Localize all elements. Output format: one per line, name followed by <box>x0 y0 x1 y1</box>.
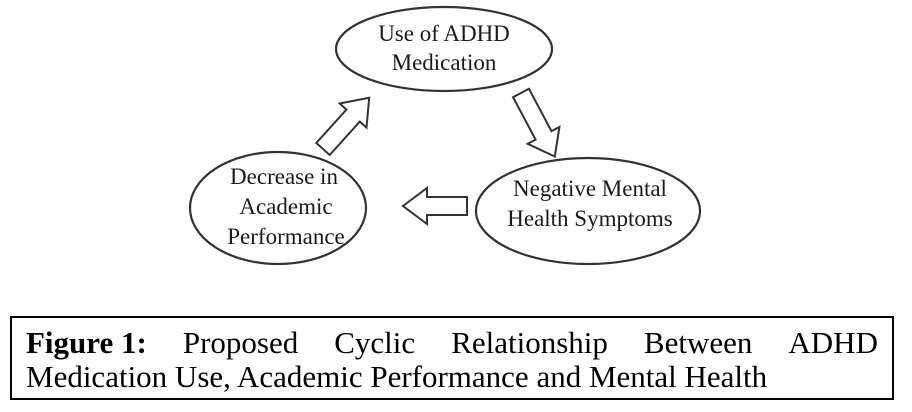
node-mental-health: Negative Mental Health Symptoms <box>474 156 702 266</box>
node-academic-performance-line-1: Decrease in <box>230 164 338 189</box>
node-academic-performance-line-3: Performance <box>227 224 345 249</box>
caption-line-1: Figure 1: Proposed Cyclic Relationship B… <box>26 326 878 360</box>
cycle-diagram: Use of ADHD Medication Negative Mental H… <box>188 5 702 266</box>
arrow-medication-to-mental-health <box>511 87 561 159</box>
caption-word: Cyclic <box>334 325 416 360</box>
caption-word: Between <box>643 325 753 360</box>
node-mental-health-line-1: Negative Mental <box>513 176 667 201</box>
node-mental-health-ellipse <box>474 156 702 266</box>
node-academic-performance: Decrease in Academic Performance <box>188 150 368 266</box>
node-academic-performance-ellipse <box>188 150 368 266</box>
arrow-mental-health-to-academic <box>401 186 468 226</box>
node-adhd-medication-ellipse <box>334 5 554 93</box>
caption-figure-label: Figure 1: <box>26 325 147 360</box>
node-adhd-medication-line-2: Medication <box>392 50 497 75</box>
node-adhd-medication-line-1: Use of ADHD <box>378 21 510 46</box>
caption-word: ADHD <box>788 325 878 360</box>
node-adhd-medication: Use of ADHD Medication <box>334 5 554 93</box>
arrow-academic-to-medication <box>314 96 371 157</box>
node-academic-performance-line-2: Academic <box>239 194 332 219</box>
caption-word: Proposed <box>182 325 299 360</box>
caption-word: Relationship <box>451 325 608 360</box>
node-mental-health-line-2: Health Symptoms <box>507 206 673 231</box>
caption-line-2: Medication Use, Academic Performance and… <box>26 359 768 394</box>
figure-caption: Figure 1: Proposed Cyclic Relationship B… <box>10 316 894 400</box>
